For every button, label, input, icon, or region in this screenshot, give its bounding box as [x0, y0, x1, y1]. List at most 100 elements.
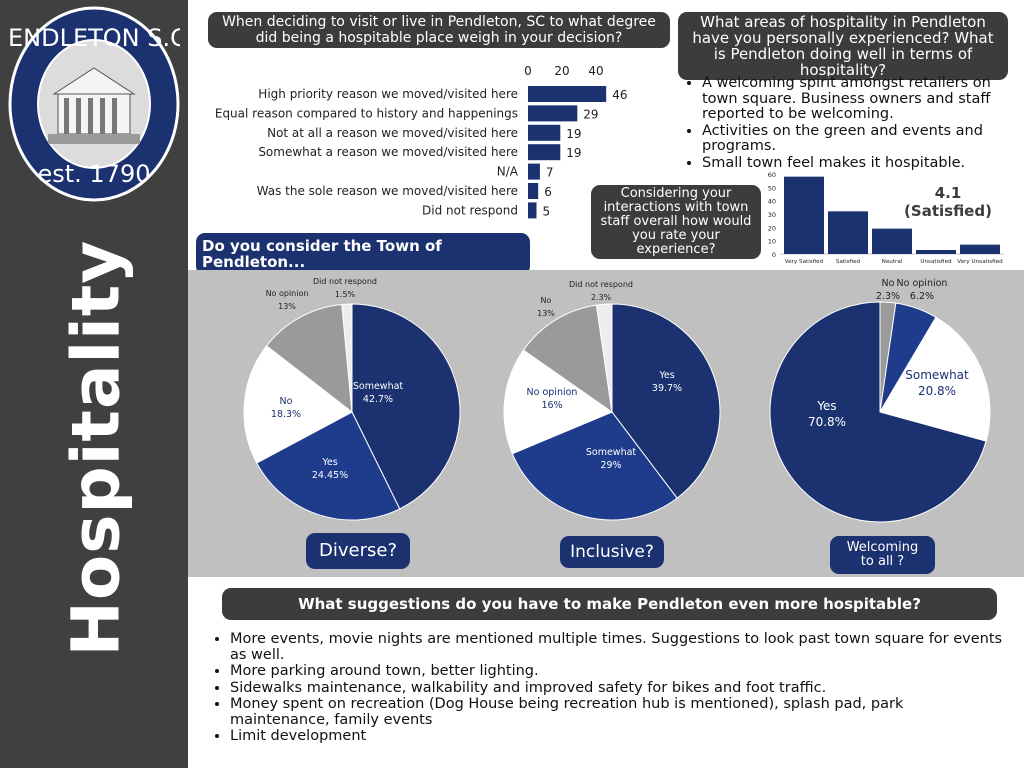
- q3-bar-chart: 0 10 20 30 40 50 60 Very Satisfied Satisfied Neu…: [768, 171, 1004, 265]
- q3-bar: [828, 211, 868, 254]
- q1-question: When deciding to visit or live in Pendle…: [208, 12, 670, 48]
- pie-slice-percent: 13%: [278, 302, 296, 311]
- q1-value-label: 46: [612, 88, 627, 102]
- pie-slice-label: Somewhat: [905, 368, 969, 382]
- q1-bar: [528, 144, 561, 161]
- pie-slice-label: Yes: [658, 370, 674, 381]
- q3-y-tick: 30: [768, 211, 776, 219]
- q3-bar: [960, 244, 1000, 254]
- q3-bar: [872, 228, 912, 254]
- q3-y-tick: 20: [768, 224, 776, 232]
- pie-slice: [256, 411, 401, 521]
- q3-y-tick: 40: [768, 198, 776, 206]
- pie-slice-label: Somewhat: [586, 447, 637, 458]
- pie-slice-label: No opinion: [527, 387, 578, 398]
- pie-slice-percent: 39.7%: [652, 383, 682, 394]
- q1-x-tick: 40: [588, 64, 603, 78]
- q3-category-label: Neutral: [882, 259, 903, 265]
- q1-category-label: Equal reason compared to history and hap…: [215, 106, 518, 120]
- q4-bullet: Money spent on recreation (Dog House bei…: [230, 696, 1006, 728]
- pie-slice: [511, 411, 678, 521]
- label-diverse: Diverse?: [306, 533, 410, 569]
- pie-charts: Somewhat 42.7% Yes 24.45% No 18.3% No opinion 1…: [243, 277, 991, 523]
- q1-category-label: N/A: [497, 165, 519, 179]
- q1-x-tick: 20: [554, 64, 569, 78]
- q1-bar: [528, 124, 561, 141]
- pie-slice-percent: 6.2%: [910, 291, 934, 302]
- q1-bar: [528, 202, 537, 219]
- q3-y-tick: 10: [768, 238, 776, 246]
- q4-bullet: Sidewalks maintenance, walkability and i…: [230, 680, 1006, 697]
- pie-slice-label: Yes: [816, 399, 836, 413]
- pie-slice: [341, 303, 353, 413]
- pie-slice: [503, 349, 614, 455]
- q1-value-label: 19: [566, 146, 581, 160]
- q3-y-tick: 50: [768, 184, 776, 192]
- pie-slice-label: No opinion: [897, 278, 948, 289]
- q1-category-label: Somewhat a reason we moved/visited here: [258, 145, 518, 159]
- town-seal-logo: PENDLETON S.C. est. 1790: [8, 6, 180, 202]
- q3-score: 4.1: [935, 184, 962, 202]
- q1-category-label: Was the sole reason we moved/visited her…: [257, 184, 518, 198]
- q2-bullet: Activities on the green and events and p…: [702, 123, 1018, 155]
- q1-category-label: Not at all a reason we moved/visited her…: [267, 126, 518, 140]
- pie-slice-label: Yes: [321, 457, 337, 468]
- pie-slice: [595, 303, 613, 413]
- q4-question: What suggestions do you have to make Pen…: [222, 588, 997, 620]
- pie-slice: [769, 301, 987, 523]
- q1-x-tick: 0: [524, 64, 532, 78]
- q1-value-label: 29: [583, 107, 598, 121]
- q1-category-label: Did not respond: [422, 203, 518, 217]
- pie-slice-percent: 2.3%: [591, 293, 612, 302]
- label-inclusive: Inclusive?: [560, 536, 664, 568]
- q3-score-label: (Satisfied): [904, 202, 992, 220]
- q1-bar: [528, 105, 578, 122]
- q1-category-label: High priority reason we moved/visited he…: [258, 87, 518, 101]
- q3-bar: [784, 176, 824, 254]
- pie-slice: [265, 303, 353, 414]
- pie-slice-label: Somewhat: [353, 381, 404, 392]
- consider-heading: Do you consider the Town of Pendleton...: [196, 233, 530, 275]
- pie-slice-label: No: [882, 278, 895, 289]
- q4-bullet: More events, movie nights are mentioned …: [230, 631, 1006, 663]
- pie-slice-percent: 20.8%: [918, 384, 956, 398]
- sidebar: PENDLETON S.C. est. 1790 Hospitality: [0, 0, 188, 768]
- label-welcoming: Welcoming to all ?: [830, 536, 935, 574]
- q2-question: What areas of hospitality in Pendleton h…: [678, 12, 1008, 80]
- logo-text-top: PENDLETON S.C.: [8, 24, 180, 52]
- pie-slice-percent: 29%: [600, 460, 621, 471]
- q3-category-label: Satisfied: [836, 259, 861, 265]
- pie-slice: [879, 316, 991, 442]
- pie-slice: [522, 304, 613, 414]
- pie-slice: [611, 303, 721, 499]
- q1-bar-chart: 0 20 40 High priority reason we moved/visi…: [215, 64, 627, 219]
- q2-bullet: A welcoming spirit amongst retailers on …: [702, 75, 1018, 123]
- pie-slice-percent: 18.3%: [271, 409, 301, 420]
- pie-slice-percent: 2.3%: [876, 291, 900, 302]
- pie-slice-label: Did not respond: [569, 280, 633, 289]
- pie-slice-percent: 24.45%: [312, 470, 348, 481]
- q1-value-label: 7: [546, 166, 554, 180]
- q3-category-label: Very Unsatisfied: [957, 259, 1003, 265]
- pie-slice-percent: 70.8%: [808, 415, 846, 429]
- q2-bullet: Small town feel makes it hospitable.: [702, 155, 1018, 172]
- pie-slice-percent: 42.7%: [363, 394, 393, 405]
- pie-slice-percent: 16%: [541, 400, 562, 411]
- q1-bar: [528, 163, 540, 180]
- q3-bar: [916, 250, 956, 254]
- q3-y-tick: 0: [772, 251, 776, 259]
- q1-bar: [528, 183, 539, 199]
- q3-category-label: Unsatisfied: [920, 259, 952, 265]
- pie-slice-percent: 1.5%: [335, 290, 356, 299]
- q4-bullet: More parking around town, better lightin…: [230, 663, 1006, 680]
- pie-slice-label: Did not respond: [313, 277, 377, 286]
- pie-slice-label: No opinion: [266, 289, 309, 298]
- q2-answer-list: A welcoming spirit amongst retailers on …: [678, 75, 1018, 172]
- pie-slice: [243, 345, 353, 464]
- pie-slice-label: No: [280, 396, 293, 407]
- pie-slice-percent: 13%: [537, 309, 555, 318]
- q4-bullet: Limit development: [230, 728, 1006, 745]
- q3-category-label: Very Satisfied: [785, 259, 824, 265]
- q3-question: Considering your interactions with town …: [591, 185, 761, 259]
- q3-y-tick: 60: [768, 171, 776, 179]
